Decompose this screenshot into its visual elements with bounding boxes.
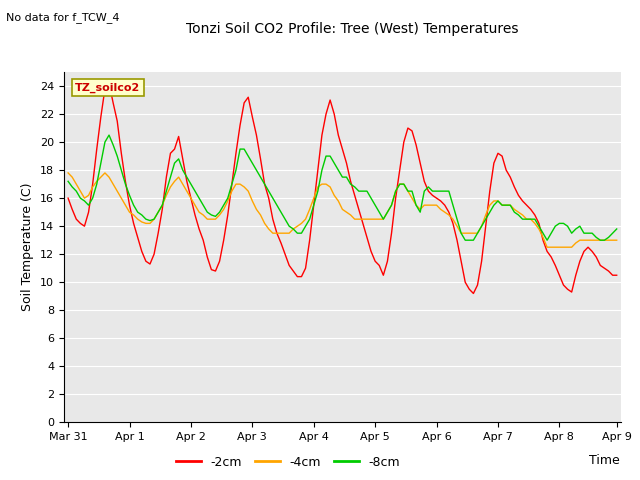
Text: TZ_soilco2: TZ_soilco2 xyxy=(75,83,140,93)
X-axis label: Time: Time xyxy=(589,454,620,467)
Y-axis label: Soil Temperature (C): Soil Temperature (C) xyxy=(22,183,35,312)
Text: Tonzi Soil CO2 Profile: Tree (West) Temperatures: Tonzi Soil CO2 Profile: Tree (West) Temp… xyxy=(186,22,518,36)
Text: No data for f_TCW_4: No data for f_TCW_4 xyxy=(6,12,120,23)
Legend: -2cm, -4cm, -8cm: -2cm, -4cm, -8cm xyxy=(171,451,405,474)
